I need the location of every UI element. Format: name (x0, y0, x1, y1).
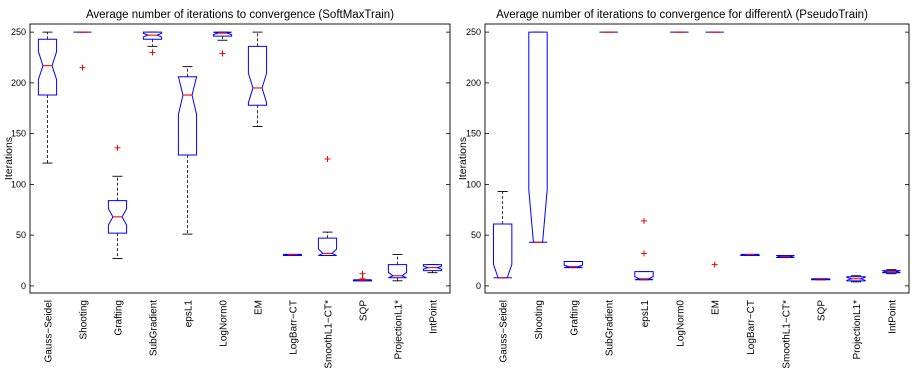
box-1 (37, 31, 58, 164)
outlier-marker (359, 270, 366, 277)
chart-panel-1: Average number of iterations to converge… (3, 9, 451, 369)
box-11 (846, 275, 866, 283)
y-tick-label: 50 (471, 230, 481, 240)
box-2 (73, 31, 92, 71)
y-tick-label: 250 (11, 27, 26, 37)
outlier-marker (219, 50, 226, 57)
chart-title: Average number of iterations to converge… (86, 9, 394, 21)
box-8 (282, 253, 303, 256)
box-12 (882, 269, 901, 275)
x-tick-label: Shooting (79, 300, 90, 339)
x-tick-label: LogBarr−CT (289, 300, 300, 355)
y-tick-label: 0 (476, 281, 481, 291)
y-axis-label: Iterations (457, 137, 469, 180)
outlier-marker (114, 144, 121, 151)
box-8 (740, 253, 760, 256)
outlier-marker (359, 275, 366, 282)
x-tick-label: Grafting (569, 300, 580, 336)
x-tick-label: ProjectionL1* (394, 300, 405, 360)
x-tick-label: Shooting (534, 300, 545, 339)
box-5 (177, 66, 198, 235)
y-tick-label: 200 (11, 78, 26, 88)
x-tick-label: IntPoint (429, 300, 440, 334)
box-1 (492, 191, 513, 279)
x-tick-label: LogNorm0 (219, 300, 230, 347)
box-3 (563, 261, 584, 269)
x-tick-label: Gauss−Seidel (44, 300, 55, 363)
x-tick-label: EM (254, 300, 265, 315)
box-3 (107, 144, 128, 259)
box-2 (528, 31, 548, 243)
x-tick-label: epsL1 (184, 300, 195, 328)
plot-area-frame (29, 23, 451, 294)
x-tick-label: IntPoint (887, 300, 898, 334)
x-tick-label: LogNorm0 (675, 300, 686, 347)
box-7 (705, 31, 724, 268)
box-4 (142, 31, 163, 56)
outlier-marker (641, 217, 647, 224)
box-body (177, 76, 198, 156)
outlier-marker (149, 49, 156, 56)
box-body (492, 223, 513, 279)
y-tick-label: 200 (466, 78, 481, 88)
outlier-marker (324, 156, 331, 163)
box-12 (422, 264, 443, 274)
x-tick-label: EM (711, 300, 722, 315)
box-5 (634, 217, 654, 281)
y-tick-label: 150 (466, 129, 481, 139)
x-tick-label: SubGradient (149, 300, 160, 356)
chart-panel-2: Average number of iterations to converge… (457, 9, 910, 369)
y-tick-label: 150 (11, 129, 26, 139)
box-body (634, 271, 654, 281)
y-tick-label: 50 (16, 230, 26, 240)
y-tick-label: 0 (21, 281, 26, 291)
box-10 (810, 278, 831, 281)
y-tick-label: 100 (11, 179, 26, 189)
box-body (387, 264, 408, 279)
x-tick-label: Gauss−Seidel (499, 300, 510, 363)
box-body (528, 31, 548, 243)
plot-area-frame (484, 23, 910, 294)
y-tick-label: 250 (466, 27, 481, 37)
chart-title: Average number of iterations to converge… (496, 9, 868, 21)
outlier-marker (79, 64, 86, 71)
box-7 (247, 31, 268, 127)
box-body (37, 38, 58, 96)
outlier-marker (711, 261, 718, 268)
box-10 (352, 270, 373, 282)
x-tick-label: epsL1 (640, 300, 651, 328)
x-tick-label: LogBarr−CT (746, 300, 757, 355)
box-body (247, 45, 268, 106)
x-tick-label: SQP (359, 300, 370, 321)
box-9 (317, 156, 338, 256)
y-axis-label: Iterations (3, 137, 15, 180)
box-6 (212, 31, 233, 57)
x-tick-label: SmoothL1−CT* (781, 300, 792, 369)
box-body (317, 237, 338, 256)
x-tick-label: ProjectionL1* (852, 300, 863, 360)
x-tick-label: SmoothL1−CT* (324, 300, 335, 369)
box-11 (387, 253, 408, 282)
x-tick-label: SQP (817, 300, 828, 321)
box-9 (776, 254, 795, 258)
y-tick-label: 100 (466, 179, 481, 189)
x-tick-label: SubGradient (605, 300, 616, 356)
outlier-marker (641, 250, 647, 257)
x-tick-label: Grafting (114, 300, 125, 336)
